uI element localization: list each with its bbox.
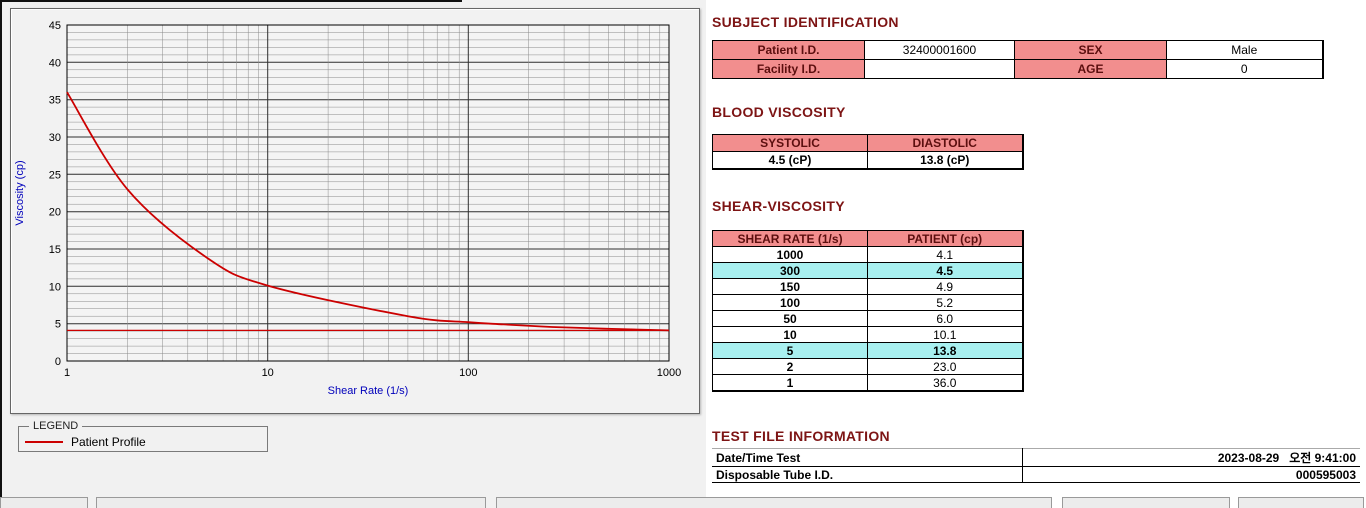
patient-value-cell: 6.0: [867, 310, 1023, 327]
table-row: 2 23.0: [712, 358, 1023, 375]
table-row: 10 10.1: [712, 326, 1023, 343]
svg-text:35: 35: [49, 95, 61, 107]
systolic-value-cell: 4.5 (cP): [712, 151, 868, 170]
window-left-border: [0, 0, 2, 508]
table-row: 4.5 (cP) 13.8 (cP): [712, 151, 1023, 170]
diastolic-header-cell: DIASTOLIC: [867, 134, 1023, 152]
table-row: 1000 4.1: [712, 246, 1023, 263]
age-value-cell: 0: [1166, 59, 1323, 79]
shear-rate-cell: 1000: [712, 246, 868, 263]
patient-value-cell: 4.1: [867, 246, 1023, 263]
test-file-information-table: Date/Time Test 2023-08-29 오전 9:41:00 Dis…: [712, 448, 1360, 483]
patient-id-value-cell: 32400001600: [864, 40, 1015, 60]
table-row: Facility I.D. AGE 0: [712, 59, 1323, 79]
shear-rate-cell: 10: [712, 326, 868, 343]
systolic-header-cell: SYSTOLIC: [712, 134, 868, 152]
svg-text:Viscosity (cp): Viscosity (cp): [14, 160, 26, 225]
svg-text:25: 25: [49, 169, 61, 181]
patient-value-cell: 10.1: [867, 326, 1023, 343]
legend-box: LEGEND Patient Profile: [18, 420, 268, 452]
patient-id-label-cell: Patient I.D.: [712, 40, 865, 60]
date-time-test-label-cell: Date/Time Test: [712, 448, 1023, 467]
window-top-border: [0, 0, 462, 2]
shear-viscosity-chart-svg: 0 5 10 15 20 25 30 35 40 45 1 10 100 1000 Shear Rate (…: [14, 20, 681, 397]
legend-box-label: LEGEND: [33, 420, 79, 432]
svg-text:Shear Rate (1/s): Shear Rate (1/s): [328, 385, 409, 397]
patient-value-cell: 23.0: [867, 358, 1023, 375]
table-row: 300 4.5: [712, 262, 1023, 279]
legend-series-label: Patient Profile: [71, 435, 146, 449]
date-time-test-value-cell: 2023-08-29 오전 9:41:00: [1022, 448, 1360, 467]
svg-text:45: 45: [49, 20, 61, 32]
table-row: Disposable Tube I.D. 000595003: [712, 466, 1360, 483]
disposable-tube-id-label-cell: Disposable Tube I.D.: [712, 466, 1023, 483]
patient-value-cell: 36.0: [867, 374, 1023, 392]
shear-rate-cell: 50: [712, 310, 868, 327]
patient-value-cell: 5.2: [867, 294, 1023, 311]
patient-value-cell: 13.8: [867, 342, 1023, 359]
table-row: SYSTOLIC DIASTOLIC: [712, 134, 1023, 152]
facility-id-label-cell: Facility I.D.: [712, 59, 865, 79]
bottom-toolbar-fragment[interactable]: [96, 497, 486, 508]
sex-label-cell: SEX: [1014, 40, 1167, 60]
svg-text:20: 20: [49, 207, 61, 219]
svg-text:10: 10: [262, 367, 274, 379]
subject-identification-title: SUBJECT IDENTIFICATION: [712, 14, 899, 30]
test-file-information-title: TEST FILE INFORMATION: [712, 428, 890, 444]
shear-rate-cell: 2: [712, 358, 868, 375]
bottom-toolbar-fragment[interactable]: [496, 497, 1052, 508]
blood-viscosity-title: BLOOD VISCOSITY: [712, 104, 846, 120]
patient-header-cell: PATIENT (cp): [867, 230, 1023, 247]
table-row: 150 4.9: [712, 278, 1023, 295]
table-row: 50 6.0: [712, 310, 1023, 327]
sex-value-cell: Male: [1166, 40, 1323, 60]
patient-value-cell: 4.9: [867, 278, 1023, 295]
shear-viscosity-chart: 0 5 10 15 20 25 30 35 40 45 1 10 100 1000 Shear Rate (…: [10, 8, 700, 414]
blood-viscosity-table: SYSTOLIC DIASTOLIC 4.5 (cP) 13.8 (cP): [712, 134, 1024, 170]
patient-value-cell: 4.5: [867, 262, 1023, 279]
shear-rate-cell: 5: [712, 342, 868, 359]
table-row: 1 36.0: [712, 374, 1023, 392]
svg-text:100: 100: [459, 367, 477, 379]
bottom-toolbar-fragment[interactable]: [1062, 497, 1230, 508]
table-row: 5 13.8: [712, 342, 1023, 359]
bottom-toolbar-fragment[interactable]: [1238, 497, 1364, 508]
table-header-row: SHEAR RATE (1/s) PATIENT (cp): [712, 230, 1023, 247]
shear-viscosity-table: SHEAR RATE (1/s) PATIENT (cp) 1000 4.1 3…: [712, 230, 1024, 392]
shear-rate-header-cell: SHEAR RATE (1/s): [712, 230, 868, 247]
bottom-toolbar-fragment[interactable]: [0, 497, 88, 508]
svg-text:10: 10: [49, 281, 61, 293]
shear-rate-cell: 100: [712, 294, 868, 311]
svg-text:0: 0: [55, 356, 61, 368]
disposable-tube-id-value-cell: 000595003: [1022, 466, 1360, 483]
svg-text:30: 30: [49, 132, 61, 144]
shear-rate-cell: 300: [712, 262, 868, 279]
svg-text:5: 5: [55, 319, 61, 331]
age-label-cell: AGE: [1014, 59, 1167, 79]
svg-text:1: 1: [64, 367, 70, 379]
table-row: 100 5.2: [712, 294, 1023, 311]
patient-profile-line-swatch: [25, 441, 63, 443]
table-row: Patient I.D. 32400001600 SEX Male: [712, 40, 1323, 60]
shear-rate-cell: 1: [712, 374, 868, 392]
subject-identification-table: Patient I.D. 32400001600 SEX Male Facili…: [712, 40, 1324, 79]
shear-viscosity-title: SHEAR-VISCOSITY: [712, 198, 845, 214]
diastolic-value-cell: 13.8 (cP): [867, 151, 1023, 170]
table-row: Date/Time Test 2023-08-29 오전 9:41:00: [712, 448, 1360, 467]
shear-rate-cell: 150: [712, 278, 868, 295]
svg-text:1000: 1000: [657, 367, 681, 379]
legend-entry: Patient Profile: [25, 434, 261, 450]
facility-id-value-cell: [864, 59, 1015, 79]
svg-text:15: 15: [49, 244, 61, 256]
svg-text:40: 40: [49, 57, 61, 69]
